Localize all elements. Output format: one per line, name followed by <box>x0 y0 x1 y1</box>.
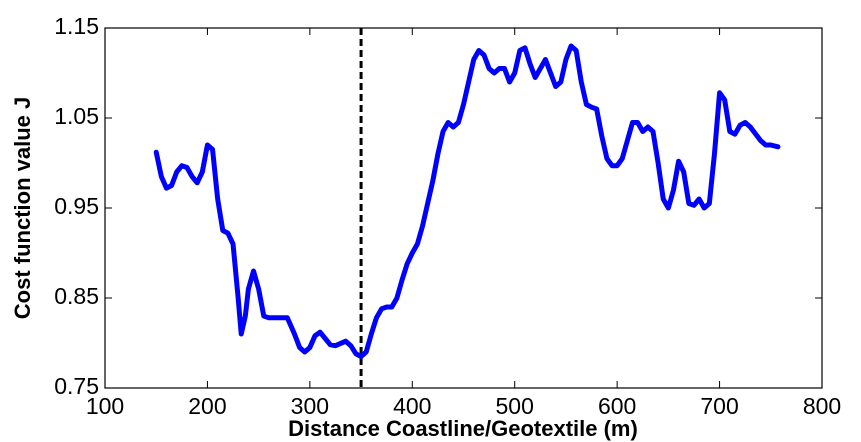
plot-frame <box>104 27 823 389</box>
x-tick-label: 100 <box>86 393 124 419</box>
x-tick-label: 500 <box>496 393 534 419</box>
y-tick-label: 0.95 <box>54 193 99 219</box>
y-tick-label: 0.75 <box>54 373 99 399</box>
x-axis-label: Distance Coastline/Geotextile (m) <box>288 416 638 441</box>
data-line <box>153 43 781 359</box>
x-tick-label: 400 <box>393 393 431 419</box>
y-tick-label: 0.85 <box>54 283 99 309</box>
y-tick-label: 1.05 <box>54 103 99 129</box>
x-tick-label: 200 <box>188 393 226 419</box>
x-tick-label: 600 <box>598 393 636 419</box>
x-tick-label: 800 <box>803 393 841 419</box>
x-tick-label: 700 <box>700 393 738 419</box>
x-tick-label: 300 <box>291 393 329 419</box>
y-tick-label: 1.15 <box>54 13 99 39</box>
y-axis-label: Cost function value J <box>10 97 35 319</box>
